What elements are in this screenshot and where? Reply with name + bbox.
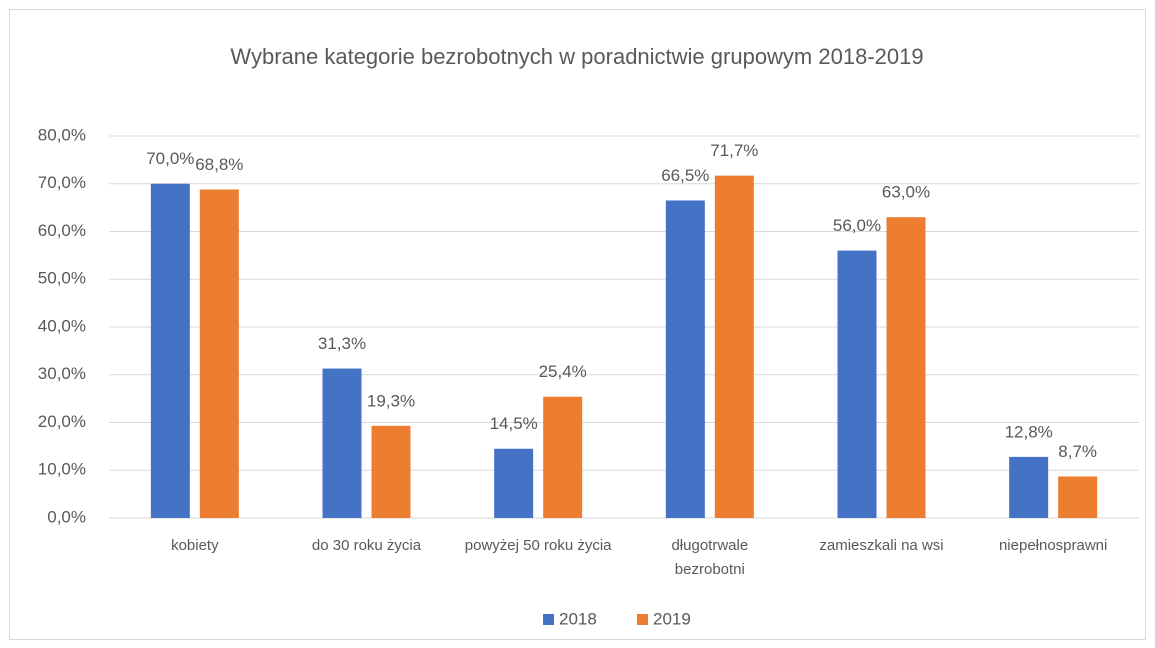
x-tick-label: do 30 roku życia — [311, 537, 422, 554]
x-tick-label: powyżej 50 roku życia — [464, 537, 612, 554]
bar — [886, 217, 926, 519]
x-tick-label: zamieszkali na wsi — [819, 537, 944, 554]
y-tick-label: 60,0% — [38, 221, 86, 240]
y-tick-label: 10,0% — [38, 460, 86, 479]
chart-border — [9, 9, 1146, 640]
bar — [714, 175, 754, 518]
y-tick-label: 70,0% — [38, 173, 86, 192]
bar — [1058, 476, 1098, 518]
y-tick-label: 50,0% — [38, 269, 86, 288]
x-tick-label: długotrwale bezrobotni — [671, 537, 749, 578]
data-label: 8,7% — [1058, 442, 1097, 461]
bar — [837, 250, 877, 518]
x-tick-label: kobiety — [171, 537, 219, 554]
bar — [665, 200, 705, 518]
data-label: 71,7% — [710, 141, 758, 160]
bar — [543, 396, 583, 518]
bar — [199, 189, 239, 519]
bar — [1009, 456, 1049, 518]
bar — [371, 425, 411, 518]
data-label: 63,0% — [882, 183, 930, 202]
bar — [322, 368, 362, 518]
data-label: 68,8% — [195, 155, 243, 174]
y-tick-label: 0,0% — [47, 507, 86, 526]
data-label: 19,3% — [367, 391, 415, 410]
data-label: 66,5% — [661, 166, 709, 185]
y-tick-label: 20,0% — [38, 412, 86, 431]
data-label: 70,0% — [146, 149, 194, 168]
legend-swatch — [543, 614, 554, 625]
bar — [150, 183, 190, 518]
y-tick-label: 80,0% — [38, 125, 86, 144]
data-label: 31,3% — [318, 334, 366, 353]
y-tick-label: 40,0% — [38, 316, 86, 335]
y-tick-label: 30,0% — [38, 364, 86, 383]
legend-swatch — [637, 614, 648, 625]
data-label: 56,0% — [833, 216, 881, 235]
legend-label: 2018 — [559, 609, 597, 628]
legend-label: 2019 — [653, 609, 691, 628]
data-label: 25,4% — [539, 362, 587, 381]
x-tick-label: niepełnosprawni — [998, 537, 1108, 554]
data-label: 14,5% — [490, 414, 538, 433]
data-label: 12,8% — [1005, 422, 1053, 441]
chart-title: Wybrane kategorie bezrobotnych w poradni… — [230, 44, 924, 69]
bar — [494, 448, 534, 518]
